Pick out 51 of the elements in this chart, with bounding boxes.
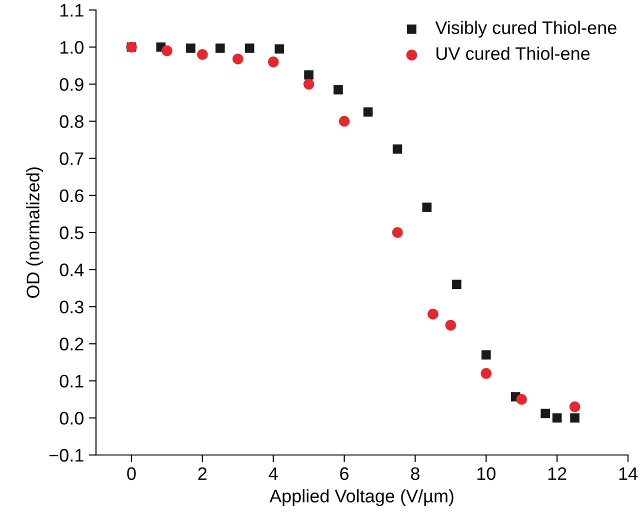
point bbox=[516, 394, 527, 405]
y-axis-title: OD (normalized) bbox=[26, 167, 43, 298]
x-tick-label: 6 bbox=[340, 467, 348, 480]
legend-label: Visibly cured Thiol-ene bbox=[435, 20, 616, 38]
point bbox=[338, 116, 350, 127]
point bbox=[244, 44, 254, 53]
x-tick-label: 8 bbox=[410, 467, 420, 480]
point bbox=[428, 308, 438, 320]
legend-label: UV cured Thiol-ene bbox=[436, 46, 590, 60]
point bbox=[392, 144, 402, 154]
y-tick-label: 0.1 bbox=[60, 374, 84, 388]
point bbox=[274, 44, 284, 54]
point bbox=[452, 280, 462, 290]
point bbox=[445, 320, 456, 331]
x-tick-label: 12 bbox=[548, 467, 566, 480]
y-tick-label: 0.3 bbox=[60, 300, 84, 314]
y-tick-label: 0.5 bbox=[60, 226, 84, 240]
point bbox=[480, 368, 492, 379]
point bbox=[552, 413, 562, 423]
x-tick-label: 14 bbox=[619, 467, 638, 480]
x-tick-label: 0 bbox=[127, 467, 136, 480]
point bbox=[540, 408, 550, 418]
point bbox=[481, 350, 491, 360]
point bbox=[215, 44, 225, 53]
point bbox=[570, 413, 580, 423]
point bbox=[569, 401, 580, 412]
x-axis-title: Applied Voltage (V/µm) bbox=[270, 489, 454, 506]
y-tick-label: −0.1 bbox=[49, 448, 84, 462]
point bbox=[422, 202, 432, 212]
point bbox=[303, 78, 314, 90]
point bbox=[392, 227, 403, 238]
x-tick-label: 4 bbox=[268, 467, 278, 480]
y-tick-label: 1.1 bbox=[60, 4, 84, 17]
y-tick-label: 0.8 bbox=[60, 115, 84, 128]
y-tick-label: 0.0 bbox=[60, 412, 84, 425]
x-tick-label: 2 bbox=[198, 467, 207, 480]
point bbox=[232, 54, 244, 64]
y-tick-label: 0.2 bbox=[60, 338, 84, 350]
y-tick-label: 0.4 bbox=[60, 264, 84, 276]
point bbox=[186, 44, 196, 53]
x-tick-label: 10 bbox=[477, 467, 496, 480]
point bbox=[268, 56, 279, 68]
y-tick-label: 0.6 bbox=[60, 189, 84, 202]
y-tick-label: 0.7 bbox=[60, 152, 84, 166]
point bbox=[304, 70, 314, 80]
point bbox=[162, 45, 172, 56]
y-tick-label: 1.0 bbox=[60, 41, 84, 54]
point bbox=[197, 49, 208, 60]
point bbox=[334, 85, 343, 94]
point bbox=[363, 107, 373, 117]
y-tick-label: 0.9 bbox=[60, 78, 84, 91]
